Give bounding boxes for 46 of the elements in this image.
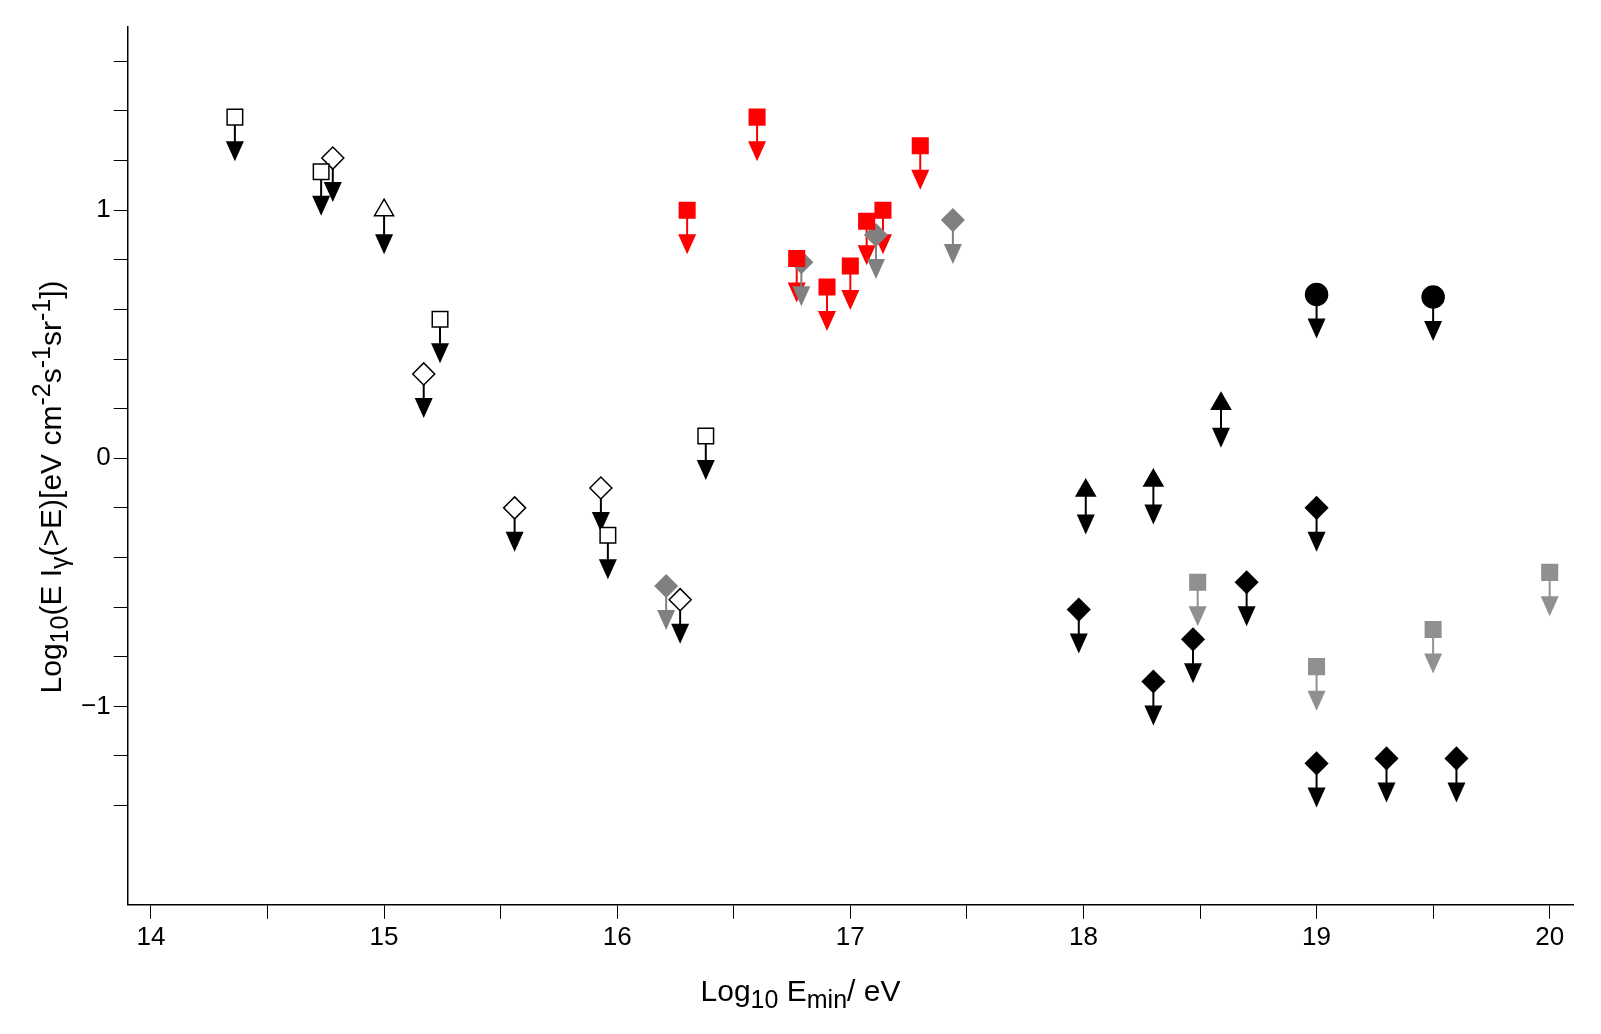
point [1308,658,1326,676]
point [502,496,527,520]
point [321,146,345,170]
point [941,208,965,232]
y-tick-label: 1 [96,193,111,224]
point [1304,496,1329,520]
point [431,310,449,328]
point [697,427,715,445]
point [1304,282,1329,307]
point [1541,563,1559,581]
point [1234,570,1259,595]
point [841,257,859,275]
point [911,137,929,155]
point [1141,669,1166,694]
point [1189,573,1207,591]
point [1424,620,1442,638]
x-tick-label: 16 [602,920,632,951]
point [668,587,692,612]
point [1181,627,1205,652]
point [818,278,836,296]
x-tick-label: 17 [835,920,865,951]
point [1067,597,1091,622]
x-tick-label: 14 [136,920,166,951]
point [226,108,244,126]
point [312,163,330,181]
point [654,574,678,598]
point [1444,746,1469,771]
x-tick-label: 18 [1068,920,1098,951]
point [1304,751,1329,776]
point [1374,746,1399,771]
point [864,223,888,247]
point [1421,285,1445,309]
y-tick-label: −1 [80,689,111,720]
point [874,201,892,219]
point [599,526,617,544]
x-tick-label: 19 [1302,920,1332,951]
point [411,362,436,386]
point [589,476,613,500]
y-tick-label: 0 [96,441,111,472]
point [788,250,806,268]
x-tick-label: 15 [369,920,399,951]
point [678,201,696,219]
x-tick-label: 20 [1535,920,1565,951]
x-axis-title: Log$_{10}$ E$_{min}$/ eV [699,974,902,1014]
point [858,212,876,230]
point [748,108,766,126]
